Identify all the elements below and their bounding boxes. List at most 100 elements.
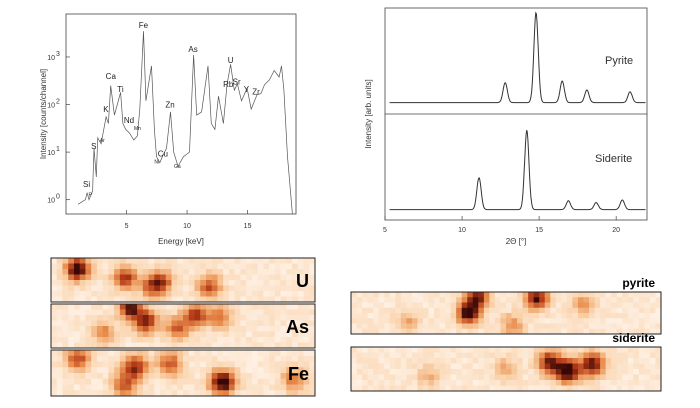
map-pixel bbox=[62, 342, 69, 348]
map-pixel bbox=[274, 390, 281, 396]
map-pixel bbox=[62, 309, 69, 316]
map-pixel bbox=[125, 258, 132, 264]
map-pixel bbox=[51, 378, 58, 385]
map-pixel bbox=[91, 315, 98, 321]
map-pixel bbox=[605, 307, 612, 314]
map-pixel bbox=[533, 347, 540, 353]
map-pixel bbox=[434, 307, 440, 314]
map-pixel bbox=[108, 269, 115, 275]
map-pixel bbox=[644, 318, 651, 324]
map-pixel bbox=[177, 337, 184, 343]
map-pixel bbox=[137, 269, 144, 275]
map-pixel bbox=[211, 269, 218, 275]
map-pixel bbox=[200, 258, 207, 264]
map-pixel bbox=[309, 384, 315, 391]
map-pixel bbox=[292, 269, 299, 275]
map-pixel bbox=[257, 285, 264, 292]
map-pixel bbox=[251, 361, 259, 368]
map-pixel bbox=[263, 296, 270, 302]
map-pixel bbox=[384, 302, 391, 309]
map-pixel bbox=[638, 347, 645, 353]
map-pixel bbox=[506, 292, 512, 298]
map-pixel bbox=[297, 342, 304, 348]
map-pixel bbox=[62, 291, 69, 297]
map-pixel bbox=[356, 323, 363, 330]
map-pixel bbox=[148, 274, 155, 281]
map-pixel bbox=[483, 313, 490, 319]
map-pixel bbox=[577, 347, 584, 353]
map-pixel bbox=[148, 263, 155, 270]
map-pixel bbox=[131, 296, 138, 302]
map-pixel bbox=[550, 369, 557, 375]
map-pixel bbox=[102, 337, 109, 343]
map-pixel bbox=[649, 374, 656, 381]
map-pixel bbox=[367, 369, 374, 375]
map-pixel bbox=[533, 307, 540, 314]
map-pixel bbox=[56, 269, 63, 275]
map-pixel bbox=[79, 269, 86, 275]
map-pixel bbox=[555, 302, 562, 309]
map-pixel bbox=[292, 378, 299, 385]
map-pixel bbox=[655, 323, 661, 330]
map-pixel bbox=[108, 342, 115, 348]
map-pixel bbox=[400, 385, 407, 391]
map-pixel bbox=[550, 297, 557, 303]
map-pixel bbox=[240, 361, 247, 368]
map-pixel bbox=[114, 258, 121, 264]
xrf-peak-label: As bbox=[188, 45, 197, 54]
map-pixel bbox=[91, 269, 98, 275]
xrf-y-tick-exponent: 0 bbox=[56, 194, 60, 201]
map-pixel bbox=[131, 304, 138, 310]
map-pixel bbox=[297, 263, 304, 270]
map-pixel bbox=[594, 313, 601, 319]
map-pixel bbox=[56, 337, 63, 343]
map-pixel bbox=[517, 323, 524, 330]
map-pixel bbox=[108, 291, 115, 297]
map-pixel bbox=[406, 358, 413, 364]
map-pixel bbox=[131, 274, 138, 281]
map-pixel bbox=[91, 291, 98, 297]
map-pixel bbox=[234, 355, 241, 362]
map-pixel bbox=[406, 292, 413, 298]
map-pixel bbox=[194, 361, 201, 368]
map-pixel bbox=[297, 320, 304, 327]
map-label: pyrite bbox=[622, 276, 655, 290]
map-pixel bbox=[142, 291, 149, 297]
map-pixel bbox=[183, 326, 190, 332]
xrd-x-tick-label: 10 bbox=[458, 227, 466, 234]
map-pixel bbox=[561, 318, 568, 324]
map-pixel bbox=[280, 258, 287, 264]
map-pixel bbox=[62, 320, 69, 327]
map-pixel bbox=[96, 373, 104, 380]
map-pixel bbox=[257, 258, 264, 264]
map-pixel bbox=[114, 285, 121, 292]
map-pixel bbox=[79, 304, 86, 310]
map-pixel bbox=[194, 269, 201, 275]
map-pixel bbox=[240, 304, 247, 310]
map-pixel bbox=[91, 361, 98, 368]
map-pixel bbox=[367, 358, 374, 364]
map-pixel bbox=[561, 307, 568, 314]
map-pixel bbox=[478, 307, 485, 314]
map-pixel bbox=[160, 320, 167, 327]
map-pixel bbox=[303, 304, 310, 310]
map-pixel bbox=[555, 328, 562, 334]
map-pixel bbox=[566, 313, 573, 319]
map-pixel bbox=[356, 374, 363, 381]
map-pixel bbox=[79, 315, 86, 321]
map-pixel bbox=[177, 274, 184, 281]
map-pixel bbox=[461, 374, 468, 381]
map-pixel bbox=[223, 320, 230, 327]
map-pixel bbox=[467, 352, 474, 359]
map-pixel bbox=[217, 258, 224, 264]
map-pixel bbox=[119, 367, 127, 374]
map-pixel bbox=[102, 315, 109, 321]
map-pixel bbox=[211, 320, 218, 327]
map-pixel bbox=[51, 367, 58, 374]
map-pixel bbox=[616, 385, 623, 391]
map-pixel bbox=[594, 347, 601, 353]
map-pixel bbox=[611, 318, 618, 324]
map-pixel bbox=[461, 347, 468, 353]
map-pixel bbox=[351, 313, 357, 319]
